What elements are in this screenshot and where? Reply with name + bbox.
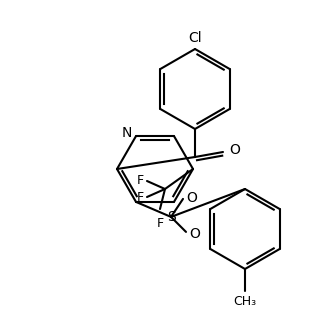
Text: O: O [229,143,240,157]
Text: CH₃: CH₃ [233,295,257,308]
Text: N: N [122,126,132,140]
Text: Cl: Cl [188,31,202,45]
Text: S: S [168,210,176,224]
Text: F: F [137,173,144,186]
Text: O: O [186,191,197,205]
Text: F: F [156,217,164,230]
Text: F: F [137,190,144,203]
Text: O: O [189,227,200,241]
